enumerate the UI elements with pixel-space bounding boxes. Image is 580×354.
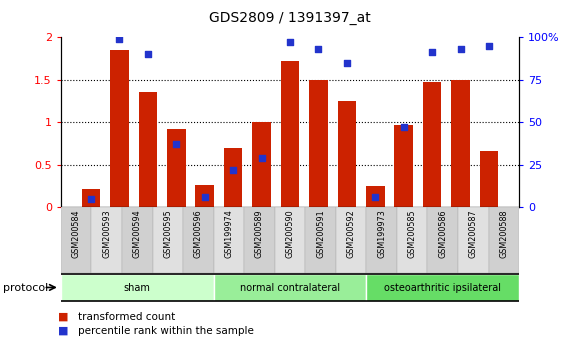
Bar — [213, 274, 367, 301]
Bar — [153, 207, 183, 273]
Text: GSM199973: GSM199973 — [377, 209, 386, 258]
Text: GSM200585: GSM200585 — [408, 209, 416, 258]
Bar — [167, 129, 186, 207]
Point — [172, 141, 181, 147]
Text: ■: ■ — [58, 312, 68, 322]
Bar — [281, 61, 299, 207]
Bar — [336, 207, 367, 273]
Bar — [61, 207, 92, 273]
Text: percentile rank within the sample: percentile rank within the sample — [78, 326, 254, 336]
Text: GDS2809 / 1391397_at: GDS2809 / 1391397_at — [209, 11, 371, 25]
Text: GSM200590: GSM200590 — [285, 209, 295, 258]
Point — [371, 194, 380, 200]
Text: GSM200588: GSM200588 — [499, 209, 508, 258]
Bar — [61, 274, 213, 301]
Bar — [122, 207, 153, 273]
Text: GSM200589: GSM200589 — [255, 209, 264, 258]
Text: GSM199974: GSM199974 — [224, 209, 233, 258]
Text: GSM200596: GSM200596 — [194, 209, 203, 258]
Bar — [244, 207, 275, 273]
Bar — [451, 80, 470, 207]
Text: GSM200587: GSM200587 — [469, 209, 478, 258]
Point — [229, 167, 238, 172]
Text: sham: sham — [124, 282, 151, 293]
Point — [484, 43, 494, 48]
Text: GSM200592: GSM200592 — [347, 209, 356, 258]
Text: protocol: protocol — [3, 282, 48, 293]
Bar — [338, 101, 356, 207]
Bar — [480, 151, 498, 207]
Text: transformed count: transformed count — [78, 312, 176, 322]
Bar — [488, 207, 519, 273]
Text: normal contralateral: normal contralateral — [240, 282, 340, 293]
Text: GSM200594: GSM200594 — [133, 209, 142, 258]
Bar — [275, 207, 305, 273]
Text: GSM200595: GSM200595 — [164, 209, 172, 258]
Text: GSM200593: GSM200593 — [102, 209, 111, 258]
Bar — [92, 207, 122, 273]
Bar — [427, 207, 458, 273]
Point — [200, 194, 209, 200]
Point — [257, 155, 266, 161]
Bar — [367, 207, 397, 273]
Bar — [309, 80, 328, 207]
Text: GSM200584: GSM200584 — [72, 209, 81, 258]
Bar — [213, 207, 244, 273]
Bar — [305, 207, 336, 273]
Bar — [110, 50, 129, 207]
Text: GSM200586: GSM200586 — [438, 209, 447, 258]
Bar — [252, 122, 271, 207]
Bar — [458, 207, 488, 273]
Text: ■: ■ — [58, 326, 68, 336]
Point — [456, 46, 465, 52]
Bar — [366, 186, 385, 207]
Point — [314, 46, 323, 52]
Point — [86, 196, 96, 201]
Point — [427, 50, 437, 55]
Bar — [224, 148, 242, 207]
Bar — [139, 92, 157, 207]
Point — [285, 39, 295, 45]
Text: osteoarthritic ipsilateral: osteoarthritic ipsilateral — [384, 282, 501, 293]
Bar — [195, 185, 214, 207]
Text: GSM200591: GSM200591 — [316, 209, 325, 258]
Bar — [183, 207, 213, 273]
Bar — [423, 82, 441, 207]
Bar — [394, 125, 413, 207]
Bar — [397, 207, 427, 273]
Point — [115, 36, 124, 42]
Point — [399, 124, 408, 130]
Point — [342, 60, 351, 65]
Bar — [82, 189, 100, 207]
Bar — [367, 274, 519, 301]
Point — [143, 51, 153, 57]
